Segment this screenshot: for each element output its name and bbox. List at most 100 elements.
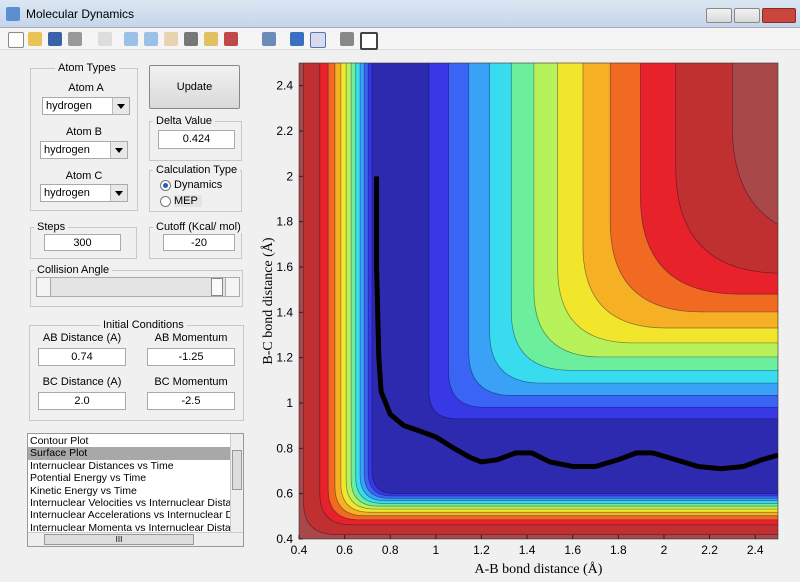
y-tick-label: 1.8	[276, 215, 293, 229]
x-tick-label: 0.4	[291, 543, 308, 557]
label: AB Distance (A)	[42, 332, 122, 344]
dropdown-value: hydrogen	[44, 187, 90, 199]
dropdown-arrow[interactable]	[112, 98, 129, 114]
trajectory-line	[374, 176, 778, 472]
ab-momentum-input[interactable]: -1.25	[147, 348, 235, 366]
horizontal-scrollbar[interactable]: III	[28, 532, 243, 546]
close-button[interactable]	[762, 8, 796, 23]
atom-b-dropdown[interactable]: hydrogen	[40, 141, 128, 159]
vertical-scrollbar[interactable]	[230, 434, 243, 532]
zoom-out-icon[interactable]	[144, 32, 158, 46]
list-item[interactable]: Kinetic Energy vs Time	[30, 484, 137, 497]
y-tick-label: 1.4	[276, 305, 293, 319]
group-title: Cutoff (Kcal/ mol)	[153, 221, 244, 233]
brush-icon[interactable]	[224, 32, 238, 46]
list-item[interactable]: Internuclear Accelerations vs Internucle…	[30, 509, 230, 522]
cutoff-input[interactable]: -20	[163, 234, 235, 251]
ab-distance-input[interactable]: 0.74	[38, 348, 126, 366]
scroll-thumb[interactable]	[232, 450, 242, 490]
label: AB Momentum	[154, 332, 228, 344]
steps-input[interactable]: 300	[44, 234, 121, 251]
toolbar	[0, 28, 800, 50]
rotate-icon[interactable]	[184, 32, 198, 46]
colorbar-icon[interactable]	[290, 32, 304, 46]
y-tick-label: 1.2	[276, 351, 293, 365]
label: Atom B	[65, 126, 103, 138]
angle-slider[interactable]	[36, 277, 240, 297]
atom-a-dropdown[interactable]: hydrogen	[42, 97, 130, 115]
group-title: Atom Types	[55, 62, 119, 74]
label: Atom A	[68, 82, 104, 94]
y-tick-label: 0.6	[276, 487, 293, 501]
radio-button[interactable]	[160, 180, 171, 191]
dropdown-arrow[interactable]	[110, 185, 127, 201]
x-tick-label: 2.2	[701, 543, 718, 557]
x-tick-label: 2.4	[747, 543, 764, 557]
bc-momentum-input[interactable]: -2.5	[147, 392, 235, 410]
app-icon	[6, 7, 20, 21]
y-tick-label: 2.2	[276, 124, 293, 138]
radio-label: Dynamics	[174, 179, 223, 191]
surface-band	[371, 63, 778, 495]
window-title: Molecular Dynamics	[26, 7, 135, 21]
hide-icon[interactable]	[340, 32, 354, 46]
slider-right-arrow[interactable]	[225, 278, 239, 296]
list-items: Contour Plot Surface Plot Internuclear Dis…	[28, 435, 230, 534]
y-axis-label: B-C bond distance (Å)	[260, 237, 276, 364]
link-icon[interactable]	[262, 32, 276, 46]
x-tick-label: 1	[433, 543, 440, 557]
minimize-button[interactable]	[706, 8, 732, 23]
y-tick-label: 2.4	[276, 79, 293, 93]
dropdown-arrow[interactable]	[110, 142, 127, 158]
legend-icon[interactable]	[310, 32, 326, 48]
x-tick-label: 1.8	[610, 543, 627, 557]
datacursor-icon[interactable]	[204, 32, 218, 46]
print-icon[interactable]	[68, 32, 82, 46]
plot-list: Contour Plot Surface Plot Internuclear Dis…	[27, 433, 244, 547]
group-title: Delta Value	[153, 115, 216, 127]
save-icon[interactable]	[48, 32, 62, 46]
x-tick-label: 1.6	[564, 543, 581, 557]
group-title: Calculation Type	[153, 164, 241, 176]
open-icon[interactable]	[28, 32, 42, 46]
x-tick-label: 2	[661, 543, 668, 557]
plot-frame	[298, 62, 779, 540]
radio-button[interactable]	[160, 196, 171, 207]
chart: 0.4 0.6 0.8 1 1.2 1.4 1.6 1.8 2 2.2 2.4 0.4 0.6 0.8 1 1…	[260, 62, 779, 577]
x-tick-label: 0.8	[382, 543, 399, 557]
list-item[interactable]: Internuclear Distances vs Time	[30, 459, 174, 472]
list-item[interactable]: Internuclear Momenta vs Internuclear Dis…	[30, 521, 230, 534]
dropdown-value: hydrogen	[44, 144, 90, 156]
label: BC Distance (A)	[42, 376, 122, 388]
y-tick-label: 2	[286, 169, 293, 183]
group-title: Steps	[34, 221, 69, 233]
zoom-in-icon[interactable]	[124, 32, 138, 46]
x-tick-label: 1.2	[473, 543, 490, 557]
slider-thumb[interactable]	[211, 278, 223, 296]
show-icon[interactable]	[360, 32, 378, 50]
radio-dot	[163, 183, 168, 188]
scroll-thumb[interactable]: III	[44, 534, 194, 545]
group-title: Initial Conditions	[100, 319, 187, 331]
group-title: Collision Angle	[34, 264, 113, 276]
y-tick-label: 0.4	[276, 532, 293, 546]
bc-distance-input[interactable]: 2.0	[38, 392, 126, 410]
atom-c-dropdown[interactable]: hydrogen	[40, 184, 128, 202]
pointer-icon[interactable]	[98, 32, 112, 46]
steps-group	[30, 227, 137, 259]
dropdown-value: hydrogen	[46, 100, 92, 112]
pan-icon[interactable]	[164, 32, 178, 46]
list-item[interactable]: Potential Energy vs Time	[30, 472, 147, 485]
slider-left-arrow[interactable]	[37, 278, 51, 296]
maximize-button[interactable]	[734, 8, 760, 23]
y-tick-label: 1	[286, 396, 293, 410]
list-item[interactable]: Contour Plot	[30, 435, 89, 447]
delta-value-input[interactable]: 0.424	[158, 130, 235, 149]
list-item[interactable]: Surface Plot	[28, 447, 230, 460]
list-item[interactable]: Internuclear Velocities vs Internuclear …	[30, 496, 230, 509]
y-tick-label: 1.6	[276, 260, 293, 274]
update-button[interactable]: Update	[149, 65, 240, 109]
new-icon[interactable]	[8, 32, 24, 48]
x-axis-label: A-B bond distance (Å)	[475, 561, 603, 577]
